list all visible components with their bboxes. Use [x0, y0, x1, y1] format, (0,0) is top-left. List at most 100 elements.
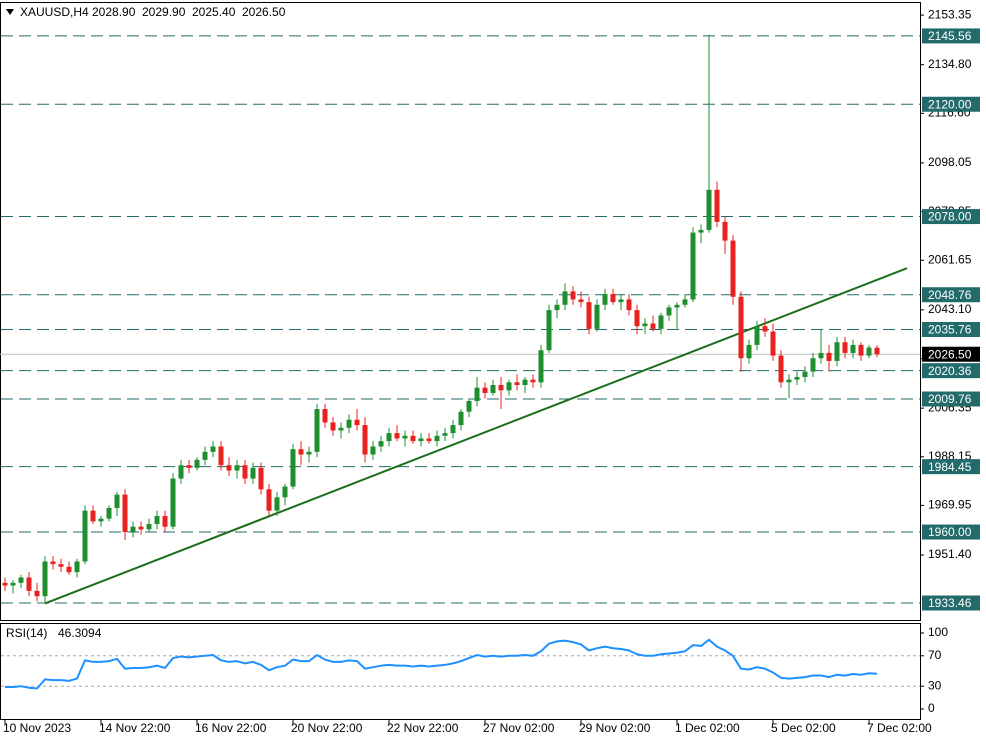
level-label: 1984.45	[928, 460, 972, 474]
candle-body	[682, 299, 688, 305]
header-value: 2028.90	[92, 5, 136, 19]
x-tick-label: 14 Nov 22:00	[99, 721, 171, 735]
level-label-box	[922, 321, 980, 337]
candle-body	[426, 438, 432, 442]
level-label: 2145.56	[928, 29, 972, 43]
candle-body	[522, 379, 528, 385]
candle-body	[34, 590, 40, 597]
candle-body	[706, 189, 712, 230]
candle-body	[186, 465, 192, 468]
level-label: 2009.76	[928, 392, 972, 406]
candle-body	[130, 526, 136, 533]
candle-body	[458, 411, 464, 426]
candle-body	[714, 189, 720, 222]
candle-body	[794, 376, 800, 380]
candle-body	[234, 465, 240, 471]
candle-body	[698, 229, 704, 233]
candle-body	[578, 299, 584, 303]
current-price-label: 2026.50	[928, 347, 972, 361]
candle-body	[730, 240, 736, 297]
y-tick-label: 2043.10	[928, 302, 972, 316]
level-label: 2048.76	[928, 288, 972, 302]
x-tick-label: 16 Nov 22:00	[195, 721, 267, 735]
candle-body	[266, 489, 272, 511]
candle-body	[722, 221, 728, 241]
candle-body	[490, 384, 496, 394]
candle-body	[530, 379, 536, 383]
candle-body	[674, 304, 680, 308]
candle-body	[754, 326, 760, 345]
level-label: 2078.00	[928, 210, 972, 224]
current-price-box	[922, 346, 980, 362]
candle-body	[250, 467, 256, 479]
header-value: 2029.90	[142, 5, 186, 19]
candle-body	[18, 577, 24, 583]
candle-body	[786, 379, 792, 383]
candle-body	[666, 307, 672, 316]
x-tick-label: 22 Nov 22:00	[387, 721, 459, 735]
x-tick-label: 1 Dec 02:00	[675, 721, 740, 735]
rsi-y-tick-label: 30	[928, 678, 942, 692]
candle-body	[330, 422, 336, 431]
level-label-box	[922, 595, 980, 611]
candle-body	[178, 465, 184, 479]
candle-body	[10, 582, 16, 586]
candle-body	[538, 350, 544, 383]
y-tick-label: 2134.80	[928, 57, 972, 71]
candle-body	[74, 561, 80, 573]
level-label-box	[922, 209, 980, 225]
candle-body	[354, 419, 360, 426]
candle-body	[258, 467, 264, 490]
level-label: 2020.36	[928, 364, 972, 378]
candle-body	[850, 344, 856, 353]
level-label: 2120.00	[928, 97, 972, 111]
level-label: 1960.00	[928, 525, 972, 539]
level-label-box	[922, 287, 980, 303]
x-tick-label: 20 Nov 22:00	[291, 721, 363, 735]
trendline	[44, 267, 908, 605]
candle-body	[586, 302, 592, 329]
symbol: XAUUSD,H4	[20, 5, 89, 19]
candle-body	[314, 409, 320, 452]
candle-body	[770, 331, 776, 356]
candle-body	[410, 435, 416, 442]
candle-body	[58, 564, 64, 567]
candle-body	[634, 310, 640, 327]
candle-body	[418, 438, 424, 442]
candle-body	[826, 352, 832, 361]
y-tick-label: 1951.40	[928, 547, 972, 561]
candle-body	[482, 387, 488, 394]
candle-body	[810, 358, 816, 372]
candle-body	[346, 419, 352, 428]
x-tick-label: 29 Nov 02:00	[579, 721, 651, 735]
candle-body	[626, 299, 632, 311]
candle-body	[370, 446, 376, 455]
candle-body	[162, 515, 168, 527]
candle-body	[26, 577, 32, 591]
candle-body	[658, 315, 664, 329]
level-label: 2035.76	[928, 323, 972, 337]
candle-body	[554, 304, 560, 311]
candle-body	[106, 507, 112, 519]
level-label-box	[922, 391, 980, 407]
candle-body	[98, 518, 104, 522]
candle-body	[802, 371, 808, 377]
candle-body	[434, 435, 440, 442]
rsi-value: 46.3094	[58, 626, 102, 640]
candle-body	[618, 299, 624, 303]
candle-body	[274, 497, 280, 511]
y-tick-label: 2098.05	[928, 155, 972, 169]
candle-body	[402, 435, 408, 439]
candle-body	[42, 561, 48, 597]
level-label-box	[922, 459, 980, 475]
candle-body	[650, 323, 656, 329]
level-label-box	[922, 524, 980, 540]
candle-body	[362, 425, 368, 455]
candle-body	[202, 451, 208, 460]
rsi-y-tick-label: 70	[928, 648, 942, 662]
candle-body	[90, 510, 96, 522]
rsi-title: RSI(14)	[6, 626, 47, 640]
candle-body	[386, 433, 392, 442]
candle-body	[82, 510, 88, 562]
candle-body	[778, 355, 784, 383]
